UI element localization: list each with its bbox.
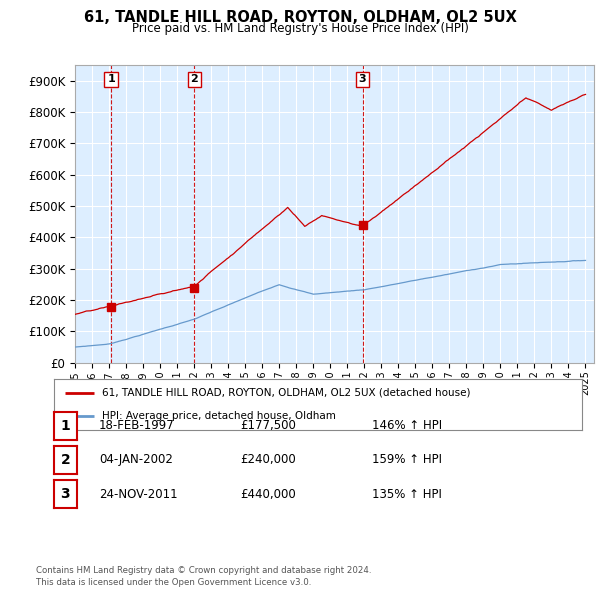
Text: 1: 1 xyxy=(61,419,70,432)
Text: HPI: Average price, detached house, Oldham: HPI: Average price, detached house, Oldh… xyxy=(101,411,335,421)
Text: Contains HM Land Registry data © Crown copyright and database right 2024.
This d: Contains HM Land Registry data © Crown c… xyxy=(36,566,371,587)
Text: 159% ↑ HPI: 159% ↑ HPI xyxy=(372,453,442,467)
Text: 61, TANDLE HILL ROAD, ROYTON, OLDHAM, OL2 5UX (detached house): 61, TANDLE HILL ROAD, ROYTON, OLDHAM, OL… xyxy=(101,388,470,398)
Text: £240,000: £240,000 xyxy=(240,453,296,467)
Text: 24-NOV-2011: 24-NOV-2011 xyxy=(99,487,178,501)
Text: 61, TANDLE HILL ROAD, ROYTON, OLDHAM, OL2 5UX: 61, TANDLE HILL ROAD, ROYTON, OLDHAM, OL… xyxy=(83,10,517,25)
Text: £440,000: £440,000 xyxy=(240,487,296,501)
Text: 135% ↑ HPI: 135% ↑ HPI xyxy=(372,487,442,501)
Text: 18-FEB-1997: 18-FEB-1997 xyxy=(99,419,175,432)
Text: 146% ↑ HPI: 146% ↑ HPI xyxy=(372,419,442,432)
Text: 2: 2 xyxy=(61,453,70,467)
Text: 3: 3 xyxy=(61,487,70,501)
Text: 04-JAN-2002: 04-JAN-2002 xyxy=(99,453,173,467)
Text: £177,500: £177,500 xyxy=(240,419,296,432)
Text: Price paid vs. HM Land Registry's House Price Index (HPI): Price paid vs. HM Land Registry's House … xyxy=(131,22,469,35)
Text: 2: 2 xyxy=(190,74,198,84)
Text: 3: 3 xyxy=(359,74,367,84)
Text: 1: 1 xyxy=(107,74,115,84)
